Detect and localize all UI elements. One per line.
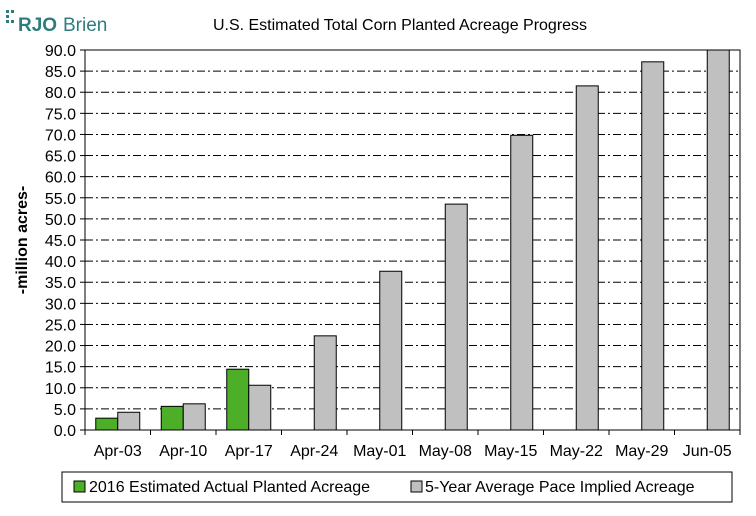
y-tick-label: 80.0 [45,85,76,102]
bar-2016-apr-17 [226,368,250,431]
bar-5yr-average-may-15 [510,134,534,431]
chart-title: U.S. Estimated Total Corn Planted Acreag… [213,17,587,34]
gridlines [85,70,740,410]
y-tick-label: 40.0 [45,254,76,271]
x-tick-label: Apr-24 [290,443,338,460]
y-tick-label: 10.0 [45,381,76,398]
bar-5yr-average-apr-10 [182,403,206,431]
y-tick-label: 55.0 [45,191,76,208]
x-axis-ticks: Apr-03 Apr-10 Apr-17 Apr-24 May-01 May-08 May-… [84,430,741,460]
legend-box [61,471,733,503]
bars [95,49,730,431]
x-tick-label: Apr-03 [94,443,142,460]
y-tick-label: 15.0 [45,360,76,377]
x-tick-label: May-22 [550,443,603,460]
bar-5yr-average-may-29 [641,61,665,431]
x-tick-label: Apr-10 [159,443,207,460]
y-tick-label: 30.0 [45,296,76,313]
x-tick-label: May-08 [419,443,472,460]
y-tick-label: 5.0 [54,402,76,419]
y-tick-label: 85.0 [45,64,76,81]
bar-5yr-average-may-22 [575,85,599,431]
y-tick-label: 60.0 [45,170,76,187]
y-axis-label: -million acres- [14,186,31,294]
bar-5yr-average-may-01 [379,270,403,431]
y-axis-ticks: 0.0 5.0 10.0 15.0 20.0 25.0 30.0 35.0 40.0 45.0 50… [45,43,85,440]
x-tick-label: Jun-05 [683,443,732,460]
bar-5yr-average-apr-03 [117,411,141,431]
y-tick-label: 0.0 [54,423,76,440]
legend-swatch-2016 [73,480,86,493]
x-tick-label: Apr-17 [225,443,273,460]
legend-label-5yr-average: 5-Year Average Pace Implied Acreage [425,479,695,496]
bar-2016-apr-03 [95,417,119,431]
bar-5yr-average-jun-05 [706,49,730,431]
x-tick-label: May-15 [484,443,537,460]
y-tick-label: 75.0 [45,106,76,123]
bar-5yr-average-apr-17 [248,384,272,431]
x-tick-label: May-29 [615,443,668,460]
y-tick-label: 35.0 [45,275,76,292]
legend: 2016 Estimated Actual Planted Acreage 5-… [61,471,733,503]
y-tick-label: 90.0 [45,43,76,60]
bar-5yr-average-apr-24 [313,335,337,431]
logo-text-light: Brien [63,15,107,36]
legend-label-2016: 2016 Estimated Actual Planted Acreage [89,479,370,496]
y-tick-label: 25.0 [45,317,76,334]
logo-text-bold: RJO [18,15,57,36]
y-tick-label: 70.0 [45,127,76,144]
y-tick-label: 50.0 [45,212,76,229]
legend-swatch-5yr-average [410,480,423,493]
x-tick-label: May-01 [353,443,406,460]
y-tick-label: 20.0 [45,339,76,356]
rjo-brien-logo: RJO Brien [6,10,107,36]
bar-5yr-average-may-08 [444,203,468,431]
y-tick-label: 65.0 [45,149,76,166]
bar-2016-apr-10 [160,405,184,431]
y-tick-label: 45.0 [45,233,76,250]
